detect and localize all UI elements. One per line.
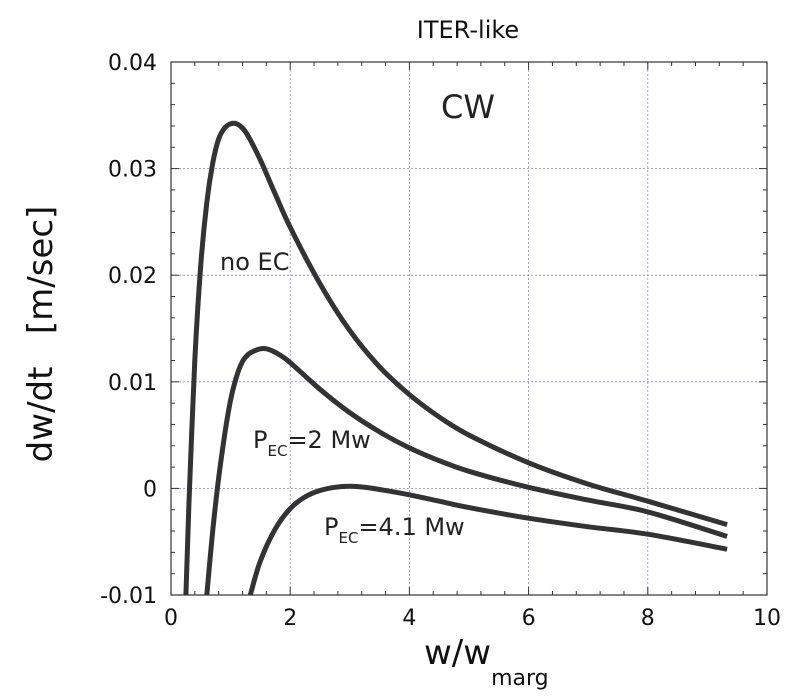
cw-annotation: CW xyxy=(441,88,495,126)
gridlines xyxy=(171,62,767,595)
pec-4mw-label: PEC=4.1 Mw xyxy=(324,513,465,547)
x-tick-label: 0 xyxy=(164,606,178,631)
y-tick-label: -0.01 xyxy=(100,584,157,609)
no-ec-label: no EC xyxy=(220,248,289,276)
chart-title: ITER-like xyxy=(417,16,519,44)
series-layer xyxy=(183,120,728,596)
x-tick-label: 2 xyxy=(283,606,297,631)
pec-4mw-main: P xyxy=(324,513,338,541)
pec-4mw-sub: EC xyxy=(338,529,358,547)
y-tick-label: 0.03 xyxy=(108,158,157,183)
tick-layer: 0 2 4 6 8 10 -0.01 0 0.01 0.02 0.03 0.04 xyxy=(100,51,781,631)
y-tick-label: 0.02 xyxy=(108,264,157,289)
pec-2mw-sub: EC xyxy=(267,442,287,460)
pec-2mw-main: P xyxy=(253,426,267,454)
x-tick-label: 4 xyxy=(402,606,416,631)
series-line-2 xyxy=(204,346,728,596)
y-tick-label: 0.04 xyxy=(108,51,157,76)
plot-frame xyxy=(170,61,768,596)
series-line-1 xyxy=(183,120,728,596)
pec-4mw-rest: =4.1 Mw xyxy=(358,513,464,541)
x-axis-label-main: w/w xyxy=(424,633,491,673)
x-tick-label: 10 xyxy=(753,606,781,631)
pec-2mw-rest: =2 Mw xyxy=(287,426,370,454)
y-tick-label: 0 xyxy=(143,477,157,502)
pec-2mw-label: PEC=2 Mw xyxy=(253,426,371,460)
y-tick-label: 0.01 xyxy=(108,371,157,396)
x-tick-label: 6 xyxy=(522,606,536,631)
x-tick-label: 8 xyxy=(641,606,655,631)
x-axis-label: w/wmarg xyxy=(424,633,549,691)
y-axis-label: dw/dt [m/sec] xyxy=(21,206,61,463)
x-axis-label-sub: marg xyxy=(491,666,549,691)
series-line-3 xyxy=(247,483,728,596)
